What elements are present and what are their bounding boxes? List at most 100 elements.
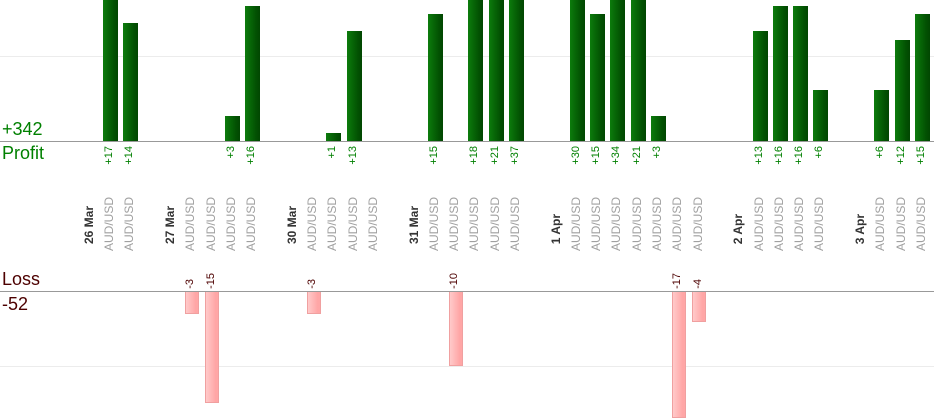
symbol-label: AUD/USD — [183, 196, 198, 251]
profit-axis-label: Profit — [2, 143, 45, 163]
symbol-label: AUD/USD — [650, 196, 664, 251]
profit-value-label: +18 — [468, 146, 481, 165]
loss-axis-label: Loss — [2, 269, 41, 290]
profit-bar[interactable] — [427, 14, 443, 141]
profit-bar[interactable] — [590, 14, 606, 141]
profit-value-label: +1 — [326, 146, 339, 159]
date-label: 1 Apr — [548, 213, 563, 244]
symbol-label: AUD/USD — [325, 196, 340, 251]
symbol-label: AUD/USD — [792, 196, 807, 251]
profit-value-label: +16 — [793, 146, 806, 165]
loss-chart-area: -52 — [0, 291, 934, 419]
date-label: 2 Apr — [731, 213, 746, 244]
profit-bar[interactable] — [894, 39, 910, 141]
symbol-label: AUD/USD — [893, 196, 908, 251]
profit-bar[interactable] — [630, 0, 646, 141]
symbol-label: AUD/USD — [609, 196, 624, 251]
symbol-label: AUD/USD — [812, 196, 827, 251]
symbol-label: AUD/USD — [873, 196, 888, 251]
symbol-label: AUD/USD — [203, 196, 218, 251]
symbol-label: AUD/USD — [670, 196, 685, 251]
symbol-label: AUD/USD — [751, 196, 766, 251]
profit-bar[interactable] — [813, 90, 829, 141]
symbol-label: AUD/USD — [102, 196, 116, 251]
profit-value-label: +14 — [123, 146, 136, 165]
profit-value-label: +21 — [630, 146, 643, 165]
x-axis-labels: 26 Mar AUD/USD AUD/USD 27 Mar AUD/USD AUD/USD… — [0, 182, 934, 258]
profit-value-label: +13 — [752, 146, 765, 165]
date-label: 27 Mar — [162, 205, 177, 244]
profit-total: +342 — [2, 119, 43, 140]
profit-bar[interactable] — [326, 132, 342, 141]
profit-bar[interactable] — [509, 0, 524, 141]
symbol-label: AUD/USD — [771, 196, 786, 251]
date-label: 3 Apr — [853, 213, 867, 244]
profit-bar[interactable] — [772, 5, 788, 141]
symbol-label: AUD/USD — [223, 196, 238, 251]
symbol-label: AUD/USD — [913, 196, 928, 251]
loss-value-label: -17 — [671, 273, 684, 289]
symbol-label: AUD/USD — [589, 196, 604, 251]
profit-value-label: +15 — [590, 146, 603, 165]
symbol-label: AUD/USD — [508, 196, 522, 251]
profit-bar[interactable] — [610, 0, 626, 141]
profit-bar[interactable] — [346, 31, 362, 141]
profit-bar[interactable] — [103, 0, 118, 141]
loss-bar[interactable] — [671, 292, 686, 418]
profit-gridline — [0, 56, 934, 57]
profit-value-label: +12 — [894, 146, 907, 165]
symbol-label: AUD/USD — [365, 196, 380, 251]
symbol-label: AUD/USD — [629, 196, 644, 251]
profit-value-label: +15 — [914, 146, 927, 165]
loss-value-label: -10 — [448, 273, 461, 289]
profit-bar[interactable] — [752, 31, 768, 141]
symbol-label: AUD/USD — [467, 196, 482, 251]
profit-bar[interactable] — [569, 0, 585, 141]
loss-value-label: -4 — [691, 279, 704, 289]
date-label: 30 Mar — [284, 205, 299, 244]
profit-bar[interactable] — [488, 0, 504, 141]
profit-value-label: +6 — [874, 146, 887, 159]
loss-total: -52 — [2, 294, 29, 314]
date-label: 26 Mar — [81, 205, 96, 244]
loss-bar[interactable] — [184, 292, 199, 315]
profit-bar[interactable] — [224, 115, 240, 141]
loss-bar[interactable] — [205, 292, 219, 403]
profit-bar[interactable] — [914, 14, 930, 141]
loss-value-label: -3 — [306, 279, 318, 289]
profit-chart-area: +342 — [0, 0, 934, 142]
profit-value-label: +30 — [569, 146, 582, 165]
profit-value-label: +16 — [772, 146, 785, 165]
loss-bar[interactable] — [692, 292, 707, 322]
profit-bar[interactable] — [874, 90, 890, 141]
date-label: 31 Mar — [406, 205, 421, 244]
symbol-label: AUD/USD — [244, 196, 259, 251]
profit-bar[interactable] — [123, 22, 139, 141]
profit-value-label: +3 — [224, 146, 237, 159]
symbol-label: AUD/USD — [426, 196, 441, 251]
profit-value-label: +3 — [651, 146, 663, 159]
profit-value-label: +15 — [427, 146, 440, 165]
symbol-label: AUD/USD — [568, 196, 583, 251]
symbol-label: AUD/USD — [122, 196, 137, 251]
profit-bar[interactable] — [793, 5, 809, 141]
profit-value-label: +16 — [245, 146, 258, 165]
profit-value-label: +13 — [346, 146, 359, 165]
profit-bar[interactable] — [651, 115, 666, 141]
loss-bar[interactable] — [448, 292, 463, 366]
symbol-label: AUD/USD — [447, 196, 462, 251]
profit-bar[interactable] — [468, 0, 484, 141]
profit-values-row: Profit +17 +14 +3 +16 +1 +13 +15 +18 +21 +37 +30 +1… — [0, 142, 934, 182]
profit-value-label: +6 — [813, 146, 826, 159]
loss-gridline — [0, 366, 934, 367]
loss-value-label: -3 — [184, 279, 197, 289]
symbol-label: AUD/USD — [487, 196, 502, 251]
profit-value-label: +34 — [610, 146, 623, 165]
profit-bar[interactable] — [245, 5, 261, 141]
symbol-label: AUD/USD — [690, 196, 705, 251]
loss-bar[interactable] — [306, 292, 321, 315]
profit-value-label: +37 — [509, 146, 521, 165]
profit-value-label: +17 — [103, 146, 115, 165]
symbol-label: AUD/USD — [305, 196, 319, 251]
